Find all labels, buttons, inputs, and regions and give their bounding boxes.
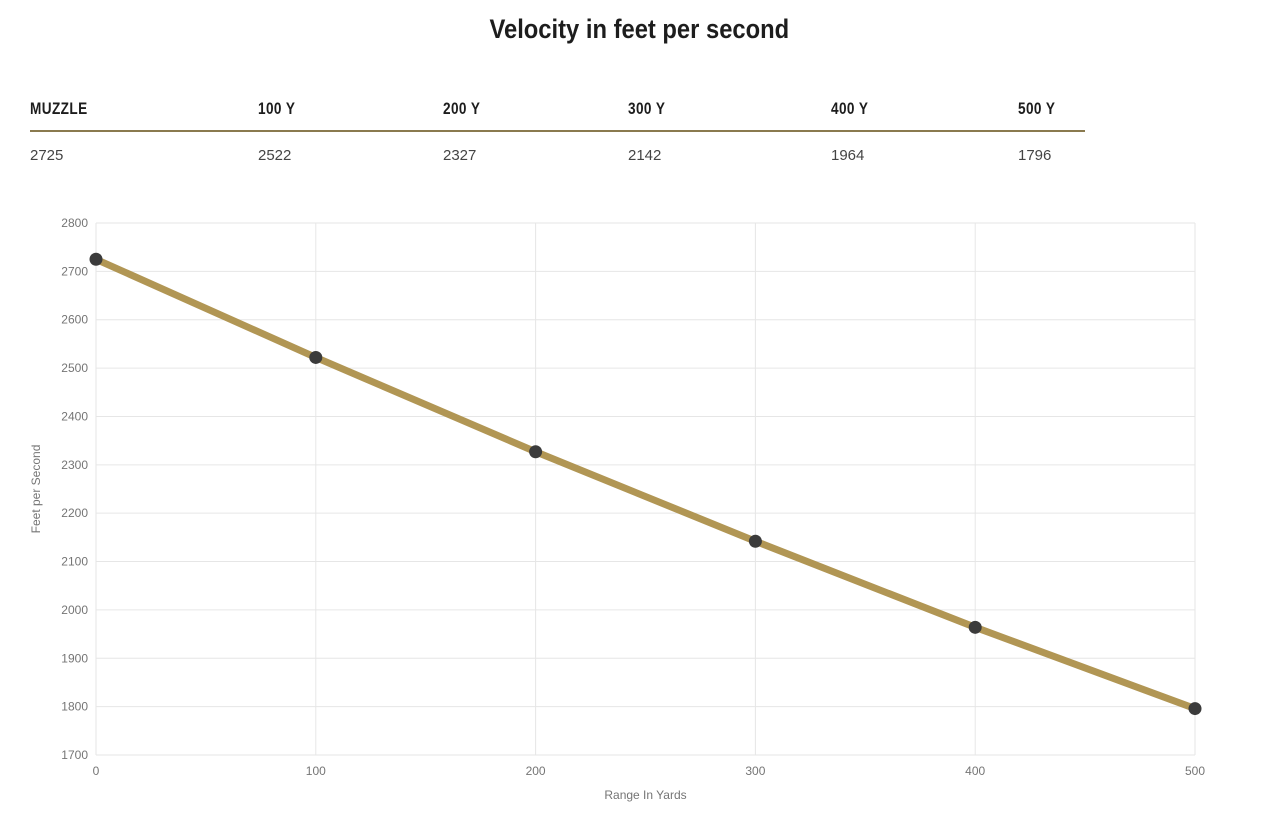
data-point[interactable] xyxy=(968,620,982,634)
y-axis-title: Feet per Second xyxy=(29,445,43,534)
x-tick-label: 500 xyxy=(1185,764,1205,778)
page-title: Velocity in feet per second xyxy=(0,14,1278,45)
y-tick-label: 1800 xyxy=(61,700,88,714)
table-value-100y: 2522 xyxy=(258,147,292,164)
velocity-line xyxy=(92,255,1199,713)
table-header-400y: 400 Y xyxy=(831,99,1018,132)
y-tick-label: 2100 xyxy=(61,555,88,569)
table-value-200y: 2327 xyxy=(443,147,477,164)
table-value-muzzle: 2725 xyxy=(30,147,64,164)
y-tick-label: 2500 xyxy=(61,361,88,375)
x-tick-label: 200 xyxy=(526,764,546,778)
page-title-text: Velocity in feet per second xyxy=(489,14,789,44)
y-tick-label: 2800 xyxy=(61,216,88,230)
table-header-300y: 300 Y xyxy=(628,99,831,132)
x-tick-label: 0 xyxy=(93,764,100,778)
velocity-table: MUZZLE 100 Y 200 Y 300 Y 400 Y 500 Y 272… xyxy=(30,99,1085,164)
table-header-100y: 100 Y xyxy=(258,99,443,132)
data-point[interactable] xyxy=(89,252,103,266)
table-value-400y: 1964 xyxy=(831,147,865,164)
y-tick-label: 2600 xyxy=(61,313,88,327)
table-header-200y: 200 Y xyxy=(443,99,628,132)
velocity-chart-svg: 1700180019002000210022002300240025002600… xyxy=(29,216,1205,802)
table-header-500y: 500 Y xyxy=(1018,99,1085,132)
x-axis-title: Range In Yards xyxy=(604,788,686,802)
x-tick-label: 300 xyxy=(745,764,765,778)
y-tick-label: 2200 xyxy=(61,506,88,520)
y-tick-label: 1900 xyxy=(61,651,88,665)
data-point[interactable] xyxy=(529,445,543,459)
y-tick-label: 2300 xyxy=(61,458,88,472)
x-tick-label: 400 xyxy=(965,764,985,778)
y-tick-label: 2000 xyxy=(61,603,88,617)
table-value-300y: 2142 xyxy=(628,147,662,164)
y-tick-label: 1700 xyxy=(61,748,88,762)
data-point[interactable] xyxy=(309,350,323,364)
x-tick-label: 100 xyxy=(306,764,326,778)
table-value-500y: 1796 xyxy=(1018,147,1052,164)
table-header-muzzle: MUZZLE xyxy=(30,99,258,132)
data-point[interactable] xyxy=(1188,702,1202,716)
y-tick-label: 2400 xyxy=(61,409,88,423)
y-tick-label: 2700 xyxy=(61,264,88,278)
velocity-chart: 1700 1800 1900 2000 2100 2200 2300 2400 2500 2600… xyxy=(0,209,1278,824)
data-point[interactable] xyxy=(748,534,762,548)
